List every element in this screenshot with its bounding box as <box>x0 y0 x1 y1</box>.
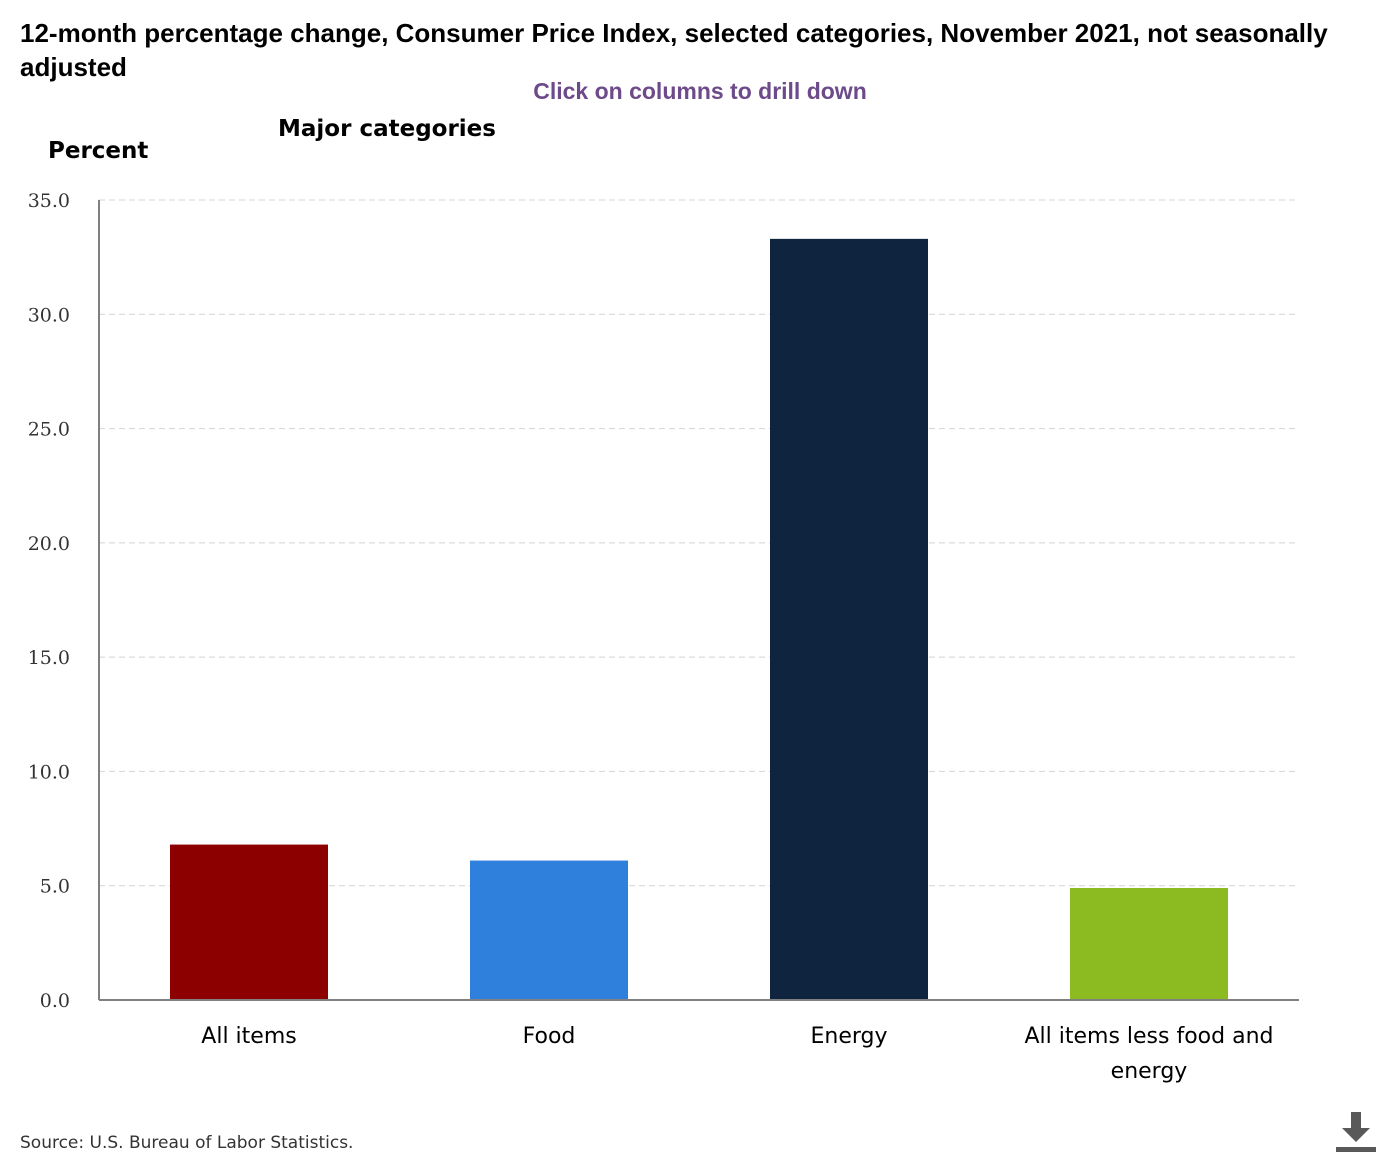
y-axis-label: Percent <box>48 138 149 164</box>
y-tick-label: 25.0 <box>28 419 70 441</box>
chart-subtitle: Major categories <box>278 116 496 142</box>
y-tick-label: 30.0 <box>28 304 70 326</box>
y-tick-label: 10.0 <box>28 761 70 783</box>
x-tick-label: Energy <box>810 1024 887 1049</box>
y-tick-label: 20.0 <box>28 533 70 555</box>
bar-all-items-less-food-and-energy[interactable] <box>1070 888 1228 1000</box>
y-axis-ticks: 0.0 5.0 10.0 15.0 20.0 25.0 30.0 35.0 <box>28 190 70 1012</box>
bar-food[interactable] <box>470 860 628 1000</box>
bar-energy[interactable] <box>770 238 928 1000</box>
source-note: Source: U.S. Bureau of Labor Statistics. <box>20 1133 354 1153</box>
y-tick-label: 15.0 <box>28 647 70 669</box>
gridlines <box>99 199 1299 887</box>
axes <box>98 200 1299 1001</box>
y-tick-label: 35.0 <box>28 190 70 212</box>
bar-chart: 0.0 5.0 10.0 15.0 20.0 25.0 30.0 35.0 All items… <box>28 190 1299 1084</box>
x-tick-label: All items less food and energy <box>1024 1024 1273 1084</box>
x-axis-labels: All items Food Energy All items less food a… <box>201 1024 1273 1084</box>
bar-all-items[interactable] <box>170 844 328 1000</box>
bars <box>170 238 1228 1000</box>
x-tick-label: Food <box>523 1024 576 1049</box>
download-icon <box>1336 1112 1376 1152</box>
y-tick-label: 5.0 <box>40 876 70 898</box>
chart-title: 12-month percentage change, Consumer Pri… <box>20 18 1328 82</box>
y-tick-label: 0.0 <box>40 990 70 1012</box>
drill-down-hint[interactable]: Click on columns to drill down <box>533 78 867 104</box>
x-tick-label: All items <box>201 1024 296 1049</box>
download-button[interactable] <box>1334 1108 1378 1154</box>
